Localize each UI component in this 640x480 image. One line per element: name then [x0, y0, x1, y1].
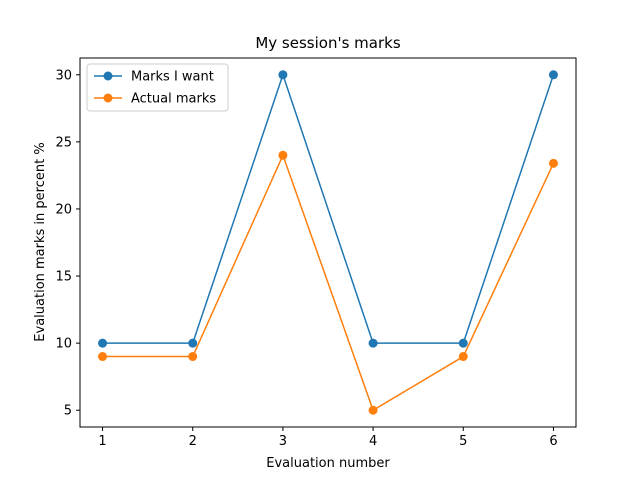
series-2-point	[548, 158, 558, 168]
series-1-point	[368, 338, 378, 348]
legend-items: Marks I want Actual marks	[94, 70, 216, 107]
x-tick-label: 1	[98, 434, 106, 449]
x-tick-label: 4	[369, 434, 377, 449]
y-tick-label: 10	[55, 337, 72, 352]
legend-box	[86, 63, 229, 112]
y-axis-ticks: 5 10 15 20 25 30	[55, 68, 80, 419]
x-tick-label: 2	[189, 434, 197, 449]
chart-title: My session's marks	[255, 34, 400, 52]
series-2-point	[368, 405, 378, 415]
series-line-2	[102, 154, 555, 411]
x-tick-label: 6	[549, 434, 557, 449]
x-axis-ticks: 1 2 3 4 5 6	[98, 427, 558, 449]
series-layer	[98, 70, 558, 415]
series-1-point	[458, 338, 468, 348]
plot-area-frame	[79, 57, 577, 428]
x-tick-label: 5	[459, 434, 467, 449]
legend-label-1: Marks I want	[131, 70, 214, 85]
legend-marker-1	[103, 71, 113, 81]
y-axis-label: Evaluation marks in percent %	[33, 142, 48, 341]
series-2-point	[188, 352, 198, 362]
series-1-point	[278, 70, 288, 80]
y-tick-label: 15	[55, 270, 72, 285]
series-1-point	[548, 70, 558, 80]
legend-label-2: Actual marks	[131, 92, 216, 107]
series-2-point	[98, 352, 108, 362]
y-tick-label: 20	[55, 202, 72, 217]
legend-marker-2	[103, 93, 113, 103]
x-axis-label: Evaluation number	[266, 456, 390, 471]
series-1-point	[188, 338, 198, 348]
series-1-point	[98, 338, 108, 348]
y-tick-label: 5	[64, 404, 72, 419]
series-line-1	[102, 74, 555, 344]
legend: Marks I want Actual marks	[86, 63, 229, 112]
series-2-point	[278, 150, 288, 160]
x-tick-label: 3	[279, 434, 287, 449]
y-tick-label: 25	[55, 135, 72, 150]
y-tick-label: 30	[55, 68, 72, 83]
series-2-point	[458, 352, 468, 362]
